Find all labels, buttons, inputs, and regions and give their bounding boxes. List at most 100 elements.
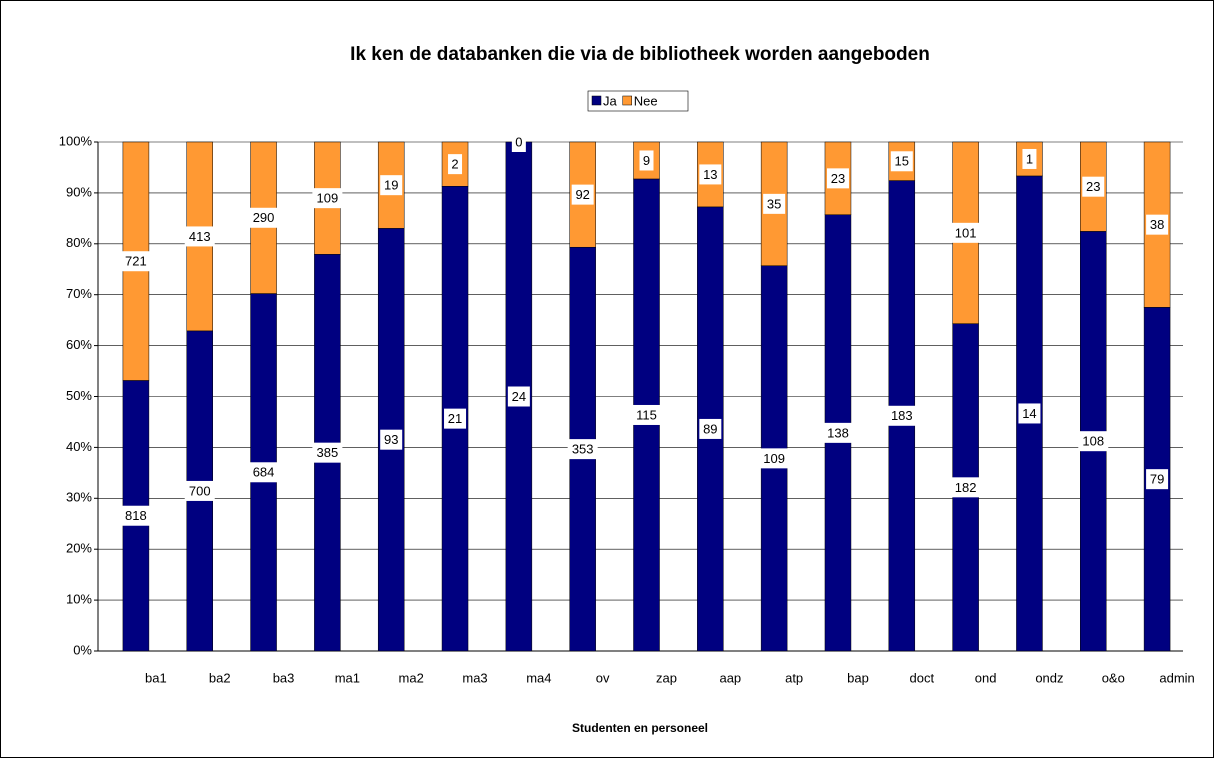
data-label-box (763, 193, 786, 214)
y-tick-label: 80% (66, 235, 92, 250)
data-label-box (448, 154, 463, 175)
data-label: 15 (895, 154, 909, 169)
data-label: 35 (767, 196, 781, 211)
data-label: 14 (1022, 406, 1036, 421)
x-tick-label: ond (975, 670, 997, 685)
data-label: 108 (1082, 434, 1104, 449)
data-label-box (380, 175, 403, 196)
data-label: 89 (703, 421, 717, 436)
x-tick-label: aap (719, 670, 741, 685)
y-tick-label: 90% (66, 184, 92, 199)
data-label-box (312, 442, 343, 463)
data-label: 38 (1150, 217, 1164, 232)
data-label: 138 (827, 425, 849, 440)
x-tick-label: ba3 (273, 670, 295, 685)
data-label: 684 (253, 465, 275, 480)
data-label: 0 (515, 134, 522, 149)
data-label-box (890, 151, 913, 172)
y-tick-label: 40% (66, 439, 92, 454)
x-tick-label: ov (596, 670, 610, 685)
data-label-box (759, 448, 790, 469)
legend-swatch (622, 95, 632, 106)
data-label-box (1018, 403, 1041, 424)
x-tick-label: ba1 (145, 670, 167, 685)
data-label: 93 (384, 432, 398, 447)
data-label-box (507, 386, 530, 407)
data-label-box (184, 480, 215, 501)
data-label-box (567, 439, 598, 460)
y-tick-label: 100% (59, 133, 93, 148)
data-label: 21 (448, 411, 462, 426)
data-label: 183 (891, 408, 913, 423)
chart-title: Ik ken de databanken die via de biblioth… (350, 44, 930, 65)
data-label-box (950, 477, 981, 498)
data-label-box (1146, 214, 1169, 235)
x-tick-label: ma3 (462, 670, 487, 685)
y-tick-label: 70% (66, 286, 92, 301)
data-label-box (639, 150, 654, 171)
data-label-box (822, 422, 853, 443)
data-label: 353 (572, 442, 594, 457)
data-label: 290 (253, 210, 275, 225)
data-label-box (248, 207, 279, 228)
data-label-box (444, 408, 467, 429)
x-axis-label: Studenten en personeel (572, 721, 708, 735)
x-tick-label: ba2 (209, 670, 231, 685)
data-label: 23 (831, 171, 845, 186)
x-tick-label: ma2 (399, 670, 424, 685)
y-tick-label: 0% (73, 642, 92, 657)
data-label: 23 (1086, 179, 1100, 194)
data-label: 109 (317, 191, 339, 206)
x-tick-label: ma1 (335, 670, 360, 685)
data-label: 79 (1150, 472, 1164, 487)
data-label-box (826, 168, 849, 189)
data-label: 413 (189, 229, 211, 244)
x-tick-label: doct (910, 670, 935, 685)
data-label: 700 (189, 483, 211, 498)
x-tick-label: ma4 (526, 670, 551, 685)
y-tick-label: 50% (66, 388, 92, 403)
y-tick-label: 10% (66, 592, 92, 607)
data-label: 24 (512, 389, 526, 404)
x-tick-label: admin (1159, 670, 1194, 685)
x-tick-label: o&o (1102, 670, 1125, 685)
data-label: 182 (955, 480, 977, 495)
y-tick-label: 30% (66, 490, 92, 505)
x-tick-label: zap (656, 670, 677, 685)
data-label-box (248, 462, 279, 483)
data-label-box (380, 429, 403, 450)
data-label-box (571, 184, 594, 205)
data-label-box (1082, 176, 1105, 197)
x-tick-label: bap (847, 670, 869, 685)
data-label-box (886, 405, 917, 426)
data-label: 115 (636, 407, 657, 422)
data-label: 19 (384, 178, 398, 193)
data-label: 109 (763, 451, 785, 466)
x-tick-label: ondz (1035, 670, 1063, 685)
legend-label: Ja (603, 93, 618, 108)
data-label: 385 (317, 445, 339, 460)
data-label-box (120, 251, 151, 272)
data-label: 92 (575, 187, 589, 202)
legend-box (587, 90, 689, 112)
data-label-box (631, 404, 662, 425)
data-label: 9 (643, 153, 650, 168)
data-label-box (950, 222, 981, 243)
data-label-box (699, 164, 722, 185)
y-tick-label: 20% (66, 541, 92, 556)
legend-label: Nee (634, 93, 658, 108)
y-tick-label: 60% (66, 337, 92, 352)
data-label-box (1078, 431, 1109, 452)
data-label: 818 (125, 508, 147, 523)
data-label: 1 (1026, 151, 1033, 166)
data-label: 13 (703, 167, 717, 182)
data-label-box (1146, 469, 1169, 490)
data-label: 101 (955, 225, 977, 240)
data-label: 2 (451, 157, 458, 172)
legend-swatch (591, 95, 602, 106)
data-label: 721 (125, 254, 147, 269)
data-label-box (184, 226, 215, 247)
data-label-box (120, 505, 151, 526)
data-label-box (312, 188, 343, 209)
